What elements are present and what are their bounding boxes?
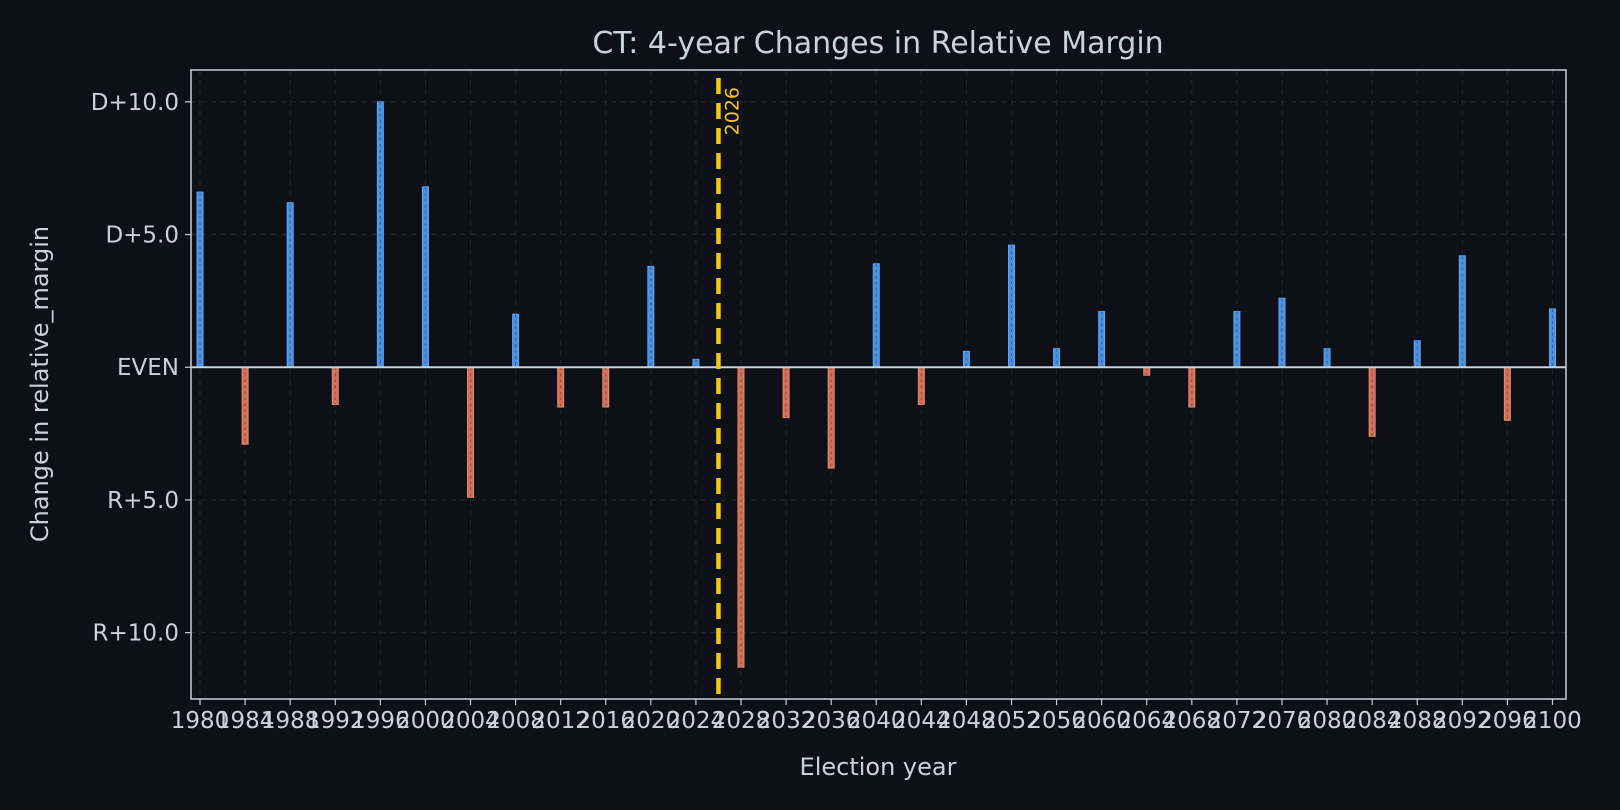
plot-frame: [190, 69, 1567, 700]
marker-layer: 2026: [716, 78, 743, 699]
grid-layer: [191, 70, 1566, 699]
x-tick-label: 2068: [1163, 708, 1222, 734]
x-tick-label: 2064: [1117, 708, 1176, 734]
x-tick-label: 2032: [757, 708, 816, 734]
x-tick-label: 2036: [802, 708, 861, 734]
x-tick-label: 1984: [216, 708, 275, 734]
x-tick-label: 2028: [712, 708, 771, 734]
x-tick-label: 2000: [396, 708, 455, 734]
y-tick-label: R+10.0: [93, 621, 179, 647]
x-tick-label: 2088: [1388, 708, 1447, 734]
x-tick-label: 2044: [892, 708, 951, 734]
bar-2040: [872, 263, 880, 368]
x-tick-label: 2072: [1208, 708, 1267, 734]
x-tick-label: 2076: [1253, 708, 1312, 734]
y-tick-label: EVEN: [117, 355, 179, 381]
x-tick-label: 2048: [937, 708, 996, 734]
y-tick-labels: D+10.0 D+5.0 EVEN R+5.0 R+10.0: [91, 90, 191, 647]
x-tick-label: 1988: [261, 708, 320, 734]
bar-2076: [1278, 297, 1286, 368]
x-tick-label: 2004: [441, 708, 500, 734]
x-tick-label: 2024: [667, 708, 726, 734]
x-tick-labels: 1980198419881992199620002004200820122016…: [171, 699, 1582, 734]
y-axis-label: Change in relative_margin: [26, 226, 54, 542]
x-tick-label: 2008: [486, 708, 545, 734]
chart-title: CT: 4-year Changes in Relative Margin: [592, 26, 1163, 61]
x-tick-label: 2096: [1478, 708, 1537, 734]
x-tick-label: 2020: [622, 708, 681, 734]
y-tick-label: R+5.0: [107, 488, 179, 514]
x-tick-label: 2100: [1523, 708, 1582, 734]
x-tick-label: 2016: [576, 708, 635, 734]
x-axis-label: Election year: [800, 753, 957, 781]
x-tick-label: 2056: [1027, 708, 1086, 734]
x-tick-label: 2052: [982, 708, 1041, 734]
x-tick-label: 1980: [171, 708, 230, 734]
x-tick-label: 2012: [531, 708, 590, 734]
x-tick-label: 2080: [1298, 708, 1357, 734]
y-tick-label: D+10.0: [91, 90, 179, 116]
x-tick-label: 2060: [1072, 708, 1131, 734]
marker-label: 2026: [721, 87, 743, 135]
x-tick-label: 1996: [351, 708, 410, 734]
x-tick-label: 2092: [1433, 708, 1492, 734]
y-tick-label: D+5.0: [105, 223, 179, 249]
x-tick-label: 2040: [847, 708, 906, 734]
bar-2084: [1368, 366, 1376, 437]
x-tick-label: 2084: [1343, 708, 1402, 734]
x-tick-label: 1992: [306, 708, 365, 734]
